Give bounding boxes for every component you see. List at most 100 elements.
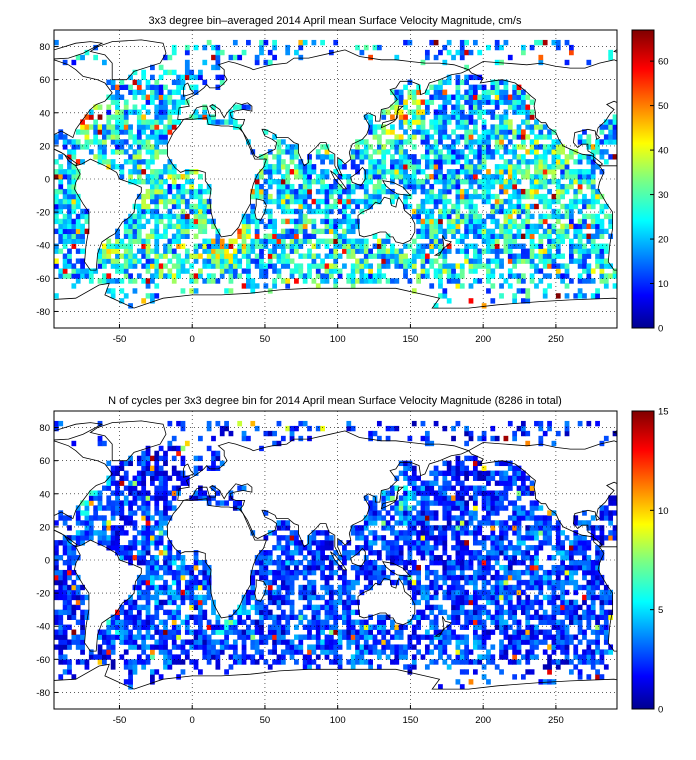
heatmap-cell xyxy=(403,273,408,279)
heatmap-cell xyxy=(472,248,478,254)
heatmap-cell xyxy=(294,545,299,551)
heatmap-cell xyxy=(420,218,426,225)
heatmap-cell xyxy=(54,169,59,175)
heatmap-cell xyxy=(202,278,208,284)
heatmap-cell xyxy=(525,293,531,299)
heatmap-cell xyxy=(368,179,373,185)
heatmap-cell xyxy=(176,188,181,195)
heatmap-cell xyxy=(398,119,404,125)
heatmap-cell xyxy=(123,555,129,561)
y-tick-label: -20 xyxy=(36,208,50,219)
heatmap-cell xyxy=(381,624,387,630)
heatmap-cell xyxy=(254,659,260,665)
heatmap-cell xyxy=(176,228,181,235)
heatmap-cell xyxy=(477,169,483,175)
heatmap-cell xyxy=(464,579,470,586)
heatmap-cell xyxy=(529,654,535,660)
heatmap-cell xyxy=(477,109,483,115)
heatmap-cell xyxy=(102,273,107,279)
heatmap-cell xyxy=(486,109,491,115)
heatmap-cell xyxy=(486,550,491,556)
heatmap-cell xyxy=(132,228,138,235)
heatmap-cell xyxy=(163,203,168,210)
heatmap-cell xyxy=(472,213,478,220)
heatmap-cell xyxy=(136,159,142,165)
heatmap-cell xyxy=(407,574,413,581)
heatmap-cell xyxy=(224,119,229,125)
heatmap-cell xyxy=(280,278,286,284)
heatmap-cell xyxy=(534,149,539,155)
heatmap-cell xyxy=(171,179,177,185)
heatmap-cell xyxy=(411,569,417,576)
heatmap-cell xyxy=(141,664,147,670)
heatmap-cell xyxy=(490,99,496,105)
heatmap-cell xyxy=(88,535,94,541)
heatmap-cell xyxy=(346,218,352,225)
heatmap-cell xyxy=(158,649,164,655)
heatmap-cell xyxy=(259,263,264,269)
heatmap-cell xyxy=(573,293,579,299)
heatmap-cell xyxy=(337,599,343,606)
heatmap-cell xyxy=(189,253,195,259)
heatmap-cell xyxy=(433,303,439,309)
heatmap-cell xyxy=(75,540,81,546)
heatmap-cell xyxy=(267,59,273,66)
heatmap-cell xyxy=(285,198,291,205)
heatmap-cell xyxy=(145,263,151,269)
heatmap-cell xyxy=(376,183,382,190)
heatmap-cell xyxy=(464,624,470,630)
heatmap-cell xyxy=(398,644,404,650)
heatmap-cell xyxy=(158,179,164,185)
heatmap-cell xyxy=(464,218,470,225)
heatmap-cell xyxy=(525,223,531,230)
heatmap-cell xyxy=(206,248,212,254)
heatmap-cell xyxy=(398,89,404,95)
heatmap-cell xyxy=(424,564,430,571)
heatmap-cell xyxy=(525,604,531,611)
heatmap-cell xyxy=(429,659,435,665)
heatmap-cell xyxy=(128,550,133,556)
heatmap-cell xyxy=(468,599,474,606)
heatmap-cell xyxy=(145,629,151,635)
heatmap-cell xyxy=(119,654,125,660)
heatmap-cell xyxy=(198,599,203,606)
heatmap-cell xyxy=(350,624,356,630)
heatmap-cell xyxy=(62,193,68,200)
heatmap-cell xyxy=(499,203,504,210)
heatmap-cell xyxy=(193,218,199,225)
heatmap-cell xyxy=(507,99,513,105)
heatmap-cell xyxy=(320,159,325,165)
heatmap-cell xyxy=(115,263,120,269)
heatmap-cell xyxy=(128,614,133,620)
heatmap-cell xyxy=(154,540,160,546)
heatmap-cell xyxy=(176,584,181,591)
heatmap-cell xyxy=(520,634,526,640)
heatmap-cell xyxy=(368,273,373,279)
heatmap-cell xyxy=(267,208,273,215)
heatmap-cell xyxy=(176,263,181,269)
heatmap-cell xyxy=(516,253,522,259)
heatmap-cell xyxy=(464,649,470,655)
heatmap-cell xyxy=(499,614,504,620)
heatmap-cell xyxy=(154,238,160,244)
heatmap-cell xyxy=(420,154,426,160)
heatmap-cell xyxy=(577,639,583,645)
heatmap-cell xyxy=(123,139,129,145)
heatmap-cell xyxy=(424,213,430,220)
heatmap-cell xyxy=(80,119,85,125)
heatmap-cell xyxy=(62,550,68,556)
heatmap-cell xyxy=(394,263,400,269)
heatmap-cell xyxy=(128,604,133,611)
heatmap-cell xyxy=(429,94,435,100)
heatmap-cell xyxy=(534,564,539,571)
heatmap-cell xyxy=(272,243,277,249)
heatmap-cell xyxy=(241,644,247,650)
heatmap-cell xyxy=(582,550,587,556)
heatmap-cell xyxy=(272,594,277,601)
heatmap-cell xyxy=(520,258,526,264)
heatmap-cell xyxy=(499,124,504,130)
heatmap-cell xyxy=(232,273,238,279)
heatmap-cell xyxy=(433,144,439,150)
heatmap-cell xyxy=(542,233,548,239)
heatmap-cell xyxy=(590,594,596,601)
